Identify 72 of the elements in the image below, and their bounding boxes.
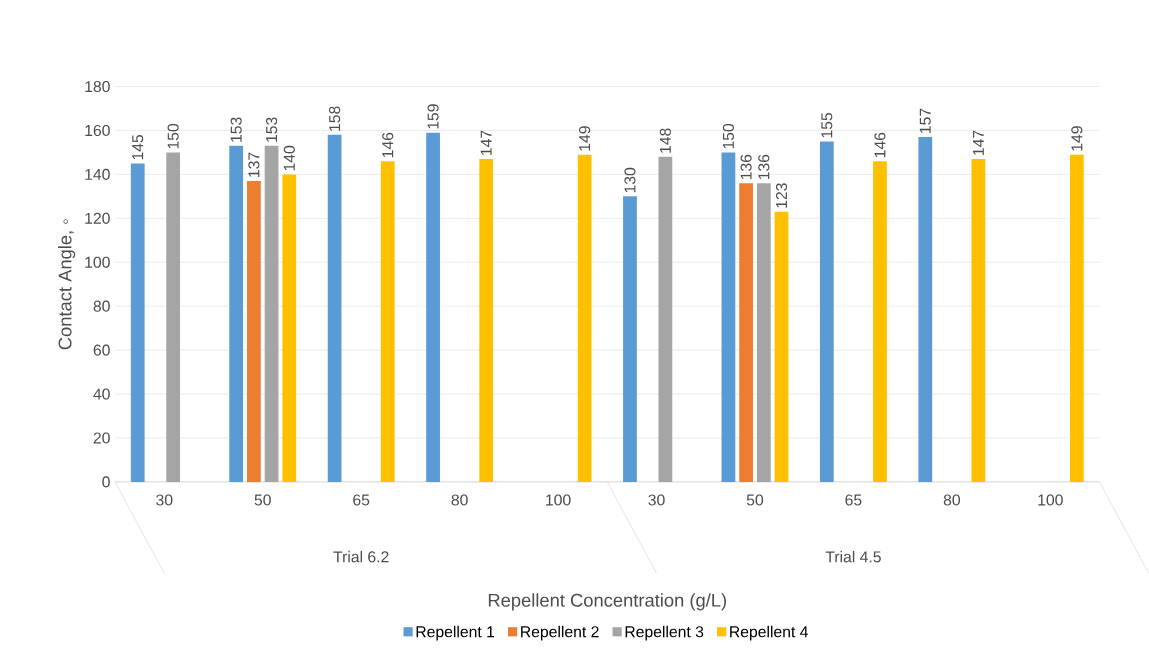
x-tick-label: 50 <box>746 494 764 506</box>
legend-label: Repellent 2 <box>521 625 599 641</box>
bar <box>327 134 342 482</box>
data-label: 147 <box>480 130 492 155</box>
legend-label: Repellent 1 <box>416 625 495 641</box>
bar <box>971 158 986 482</box>
legend-label: Repellent 4 <box>730 625 808 641</box>
text: Trial 4.5 <box>825 550 881 563</box>
y-tick-label: 160 <box>85 124 110 136</box>
bar <box>264 145 279 482</box>
x-tick-label: 80 <box>451 494 468 506</box>
x-tick-label: 50 <box>254 494 271 506</box>
x-tick-label: 30 <box>648 494 665 506</box>
y-tick-label: 180 <box>85 80 110 93</box>
bar <box>918 137 933 482</box>
data-label: 146 <box>382 132 394 158</box>
bar <box>774 211 789 482</box>
y-tick-label: 20 <box>93 432 110 444</box>
data-label: 136 <box>758 154 770 180</box>
y-tick-label: 100 <box>85 256 110 268</box>
bar <box>1069 154 1084 482</box>
data-label: 148 <box>659 128 671 153</box>
data-label: 145 <box>132 134 144 160</box>
x-axis-title: Repellent Concentration (g/L) <box>488 593 727 611</box>
bar <box>756 183 771 482</box>
data-label: 149 <box>579 126 591 151</box>
data-label: 137 <box>248 152 260 177</box>
data-label: 146 <box>874 132 886 158</box>
data-label: 157 <box>919 108 931 133</box>
y-axis-title: Contact Angle, ◦ <box>58 219 76 350</box>
bar <box>247 180 261 482</box>
x-tick-label: 65 <box>353 494 370 506</box>
x-tick-label: 100 <box>1038 494 1063 506</box>
x-tick-label: 30 <box>156 494 173 506</box>
bar <box>380 161 395 482</box>
data-label: 130 <box>624 167 636 193</box>
data-label: 140 <box>283 145 295 171</box>
bar <box>577 154 592 482</box>
bar <box>658 156 673 482</box>
data-label: 153 <box>266 117 278 142</box>
text: Trial 6.2 <box>333 550 389 563</box>
data-label: 155 <box>821 112 833 138</box>
bar <box>873 161 887 482</box>
data-label: 159 <box>427 104 439 129</box>
bar <box>739 183 753 482</box>
y-tick-label: 60 <box>93 344 110 356</box>
legend-label: Repellent 3 <box>625 625 704 641</box>
x-tick-label: 65 <box>845 494 862 506</box>
data-label: 149 <box>1071 126 1083 151</box>
bar <box>479 158 494 482</box>
y-tick-label: 120 <box>85 212 110 224</box>
bar <box>623 196 637 482</box>
y-tick-label: 40 <box>93 388 110 400</box>
x-tick-label: 80 <box>943 494 960 506</box>
data-label: 153 <box>230 117 242 142</box>
y-tick-label: 80 <box>93 300 110 312</box>
y-tick-label: 0 <box>102 476 110 488</box>
data-label: 136 <box>740 154 752 180</box>
bar <box>282 174 297 482</box>
data-label: 123 <box>775 183 788 208</box>
bar <box>130 163 145 482</box>
bar <box>229 145 244 482</box>
data-label: 158 <box>329 106 341 131</box>
data-label: 150 <box>167 123 179 149</box>
x-tick-label: 100 <box>546 494 571 506</box>
bar <box>166 152 181 482</box>
bar <box>426 132 440 482</box>
data-label: 150 <box>722 123 734 149</box>
bar <box>819 141 834 482</box>
y-tick-label: 140 <box>85 168 110 180</box>
data-label: 147 <box>973 130 984 155</box>
bar <box>721 152 736 482</box>
